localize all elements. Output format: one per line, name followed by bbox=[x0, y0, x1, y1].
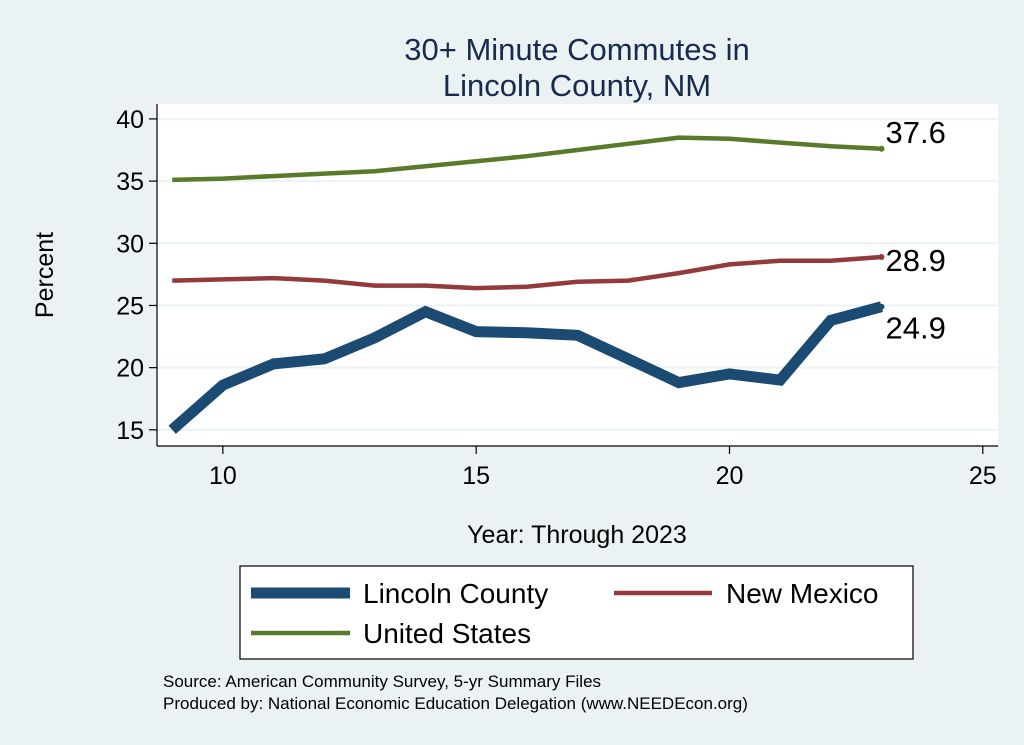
end-point-united-states bbox=[878, 145, 885, 152]
y-tick-label-15: 15 bbox=[116, 417, 144, 445]
series-line-united-states bbox=[172, 135, 882, 183]
x-axis-label: Year: Through 2023 bbox=[467, 521, 687, 549]
end-point-new-mexico bbox=[878, 253, 885, 260]
chart-title-line-2: Lincoln County, NM bbox=[443, 68, 711, 103]
produced-note: Produced by: National Economic Education… bbox=[163, 694, 748, 713]
y-tick-label-20: 20 bbox=[116, 355, 144, 383]
x-tick-label-20: 20 bbox=[716, 462, 744, 490]
source-note: Source: American Community Survey, 5-yr … bbox=[163, 672, 601, 691]
y-tick-label-40: 40 bbox=[116, 106, 144, 134]
axes: 15 20 25 30 35 40 10 15 20 25 bbox=[116, 104, 998, 490]
series-layer bbox=[168, 135, 885, 434]
legend-label-united-states: United States bbox=[363, 618, 531, 649]
y-tick-label-35: 35 bbox=[116, 168, 144, 196]
end-point-lincoln-county bbox=[878, 303, 885, 310]
end-label-united-states: 37.6 bbox=[885, 115, 945, 150]
x-tick-label-25: 25 bbox=[969, 462, 997, 490]
end-label-lincoln-county: 24.9 bbox=[885, 311, 945, 346]
x-tick-label-15: 15 bbox=[462, 462, 490, 490]
y-axis-label: Percent bbox=[31, 232, 59, 318]
plot-area bbox=[157, 104, 998, 446]
series-line-new-mexico bbox=[172, 254, 882, 291]
x-tick-label-10: 10 bbox=[209, 462, 237, 490]
y-tick-label-25: 25 bbox=[116, 292, 144, 320]
chart-title-line-1: 30+ Minute Commutes in bbox=[404, 32, 749, 67]
legend-box bbox=[239, 565, 914, 660]
gridlines bbox=[157, 117, 998, 431]
series-line-lincoln-county bbox=[168, 301, 883, 434]
legend-label-lincoln-county: Lincoln County bbox=[363, 578, 548, 609]
legend-label-new-mexico: New Mexico bbox=[726, 578, 878, 609]
end-labels: 24.9 28.9 37.6 bbox=[885, 115, 945, 346]
y-tick-label-30: 30 bbox=[116, 230, 144, 258]
end-label-new-mexico: 28.9 bbox=[885, 243, 945, 278]
